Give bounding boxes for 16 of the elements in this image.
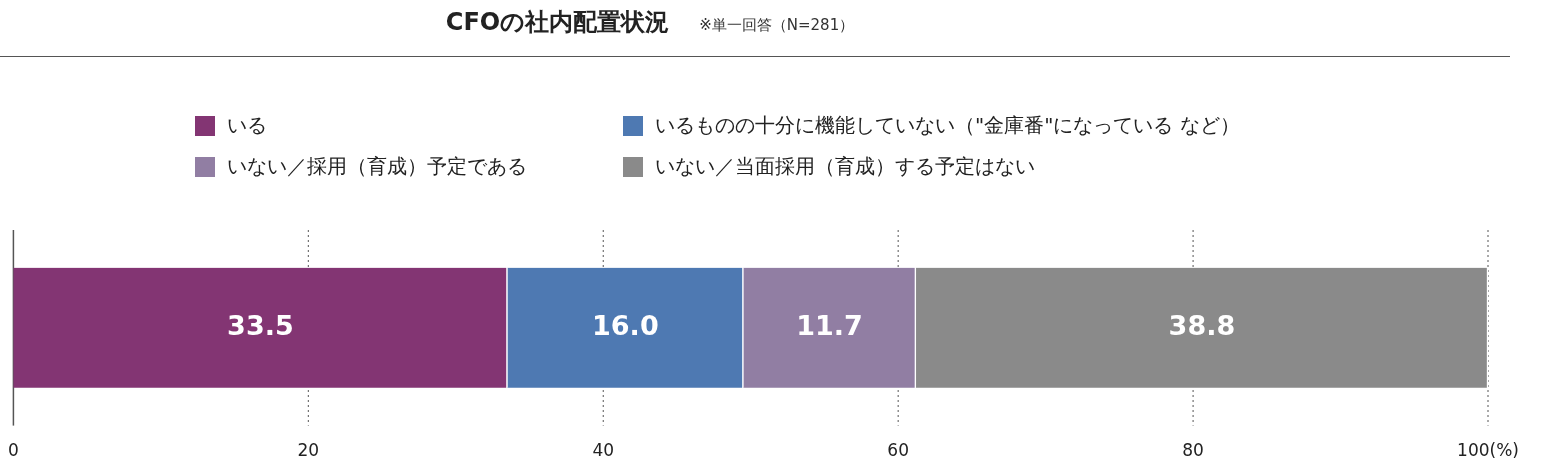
x-tick-label: 100(%) bbox=[1457, 440, 1519, 461]
data-label: 16.0 bbox=[592, 309, 659, 341]
x-tick-label: 60 bbox=[887, 440, 909, 461]
legend-label: いない／当面採用（育成）する予定はない bbox=[655, 153, 1035, 180]
legend-label: いる bbox=[227, 112, 267, 139]
x-tick-label: 20 bbox=[297, 440, 320, 461]
x-tick-label: 80 bbox=[1182, 440, 1204, 461]
x-tick-label: 40 bbox=[592, 440, 615, 461]
data-label: 11.7 bbox=[796, 309, 863, 341]
legend-label: いない／採用（育成）予定である bbox=[227, 153, 527, 180]
chart-subtitle: ※単一回答（N=281） bbox=[699, 16, 855, 34]
chart-title: CFOの社内配置状況 bbox=[445, 8, 670, 36]
data-label: 38.8 bbox=[1168, 309, 1236, 341]
x-tick-label: 0 bbox=[7, 440, 19, 461]
legend-label: いるものの十分に機能していない（"金庫番"になっている など） bbox=[655, 112, 1240, 139]
data-label: 33.5 bbox=[227, 309, 294, 341]
